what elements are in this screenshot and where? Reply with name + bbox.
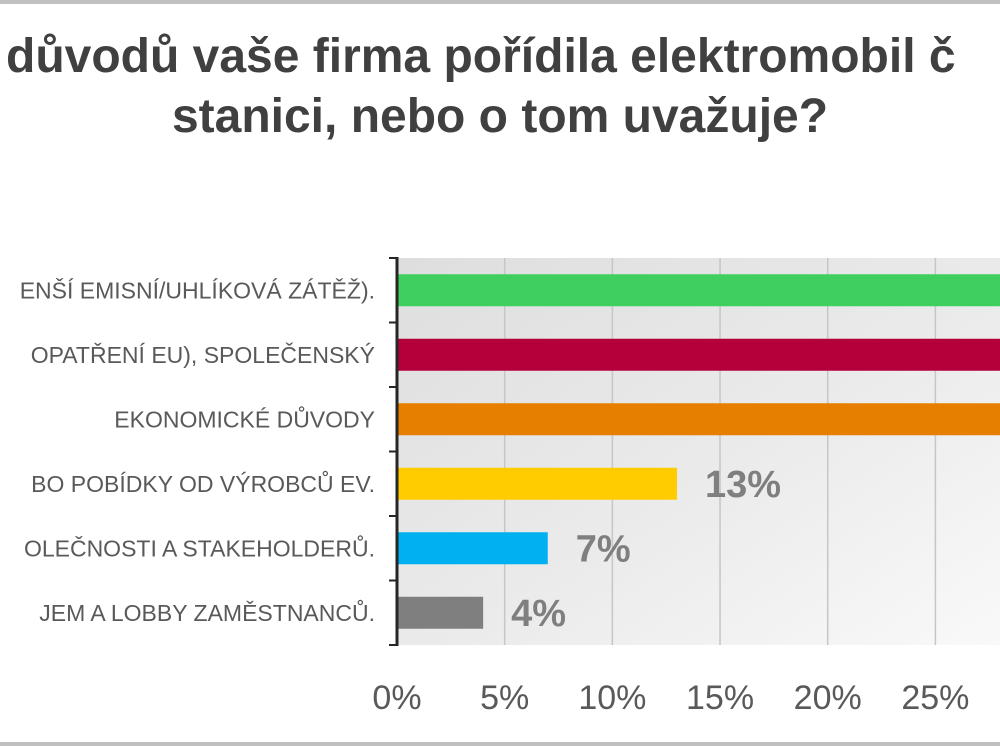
bar-4: [398, 467, 677, 500]
bar-5: [398, 532, 548, 565]
category-label: OLEČNOSTI A STAKEHOLDERŮ.: [24, 533, 375, 561]
data-label: 7%: [576, 528, 631, 570]
bar-2: [398, 338, 1000, 371]
x-axis-labels-group: 0% 5% 10% 15% 20% 25%: [372, 679, 969, 717]
x-tick-label: 5%: [480, 679, 529, 717]
chart-title-line-2: stanici, nebo o tom uvažuje?: [171, 90, 829, 143]
category-label: JEM A LOBBY ZAMĚSTNANCŮ.: [39, 598, 375, 626]
bars-group: [398, 274, 1000, 629]
gridlines-group: [503, 258, 937, 645]
chart-title-line-1: důvodů vaše firma pořídila elektromobil …: [6, 30, 956, 83]
x-tick-label: 15%: [686, 679, 754, 717]
data-label: 13%: [705, 464, 781, 506]
x-tick-label: 20%: [794, 679, 862, 717]
x-tick-label: 0%: [372, 679, 421, 717]
bar-1: [398, 274, 1000, 307]
plot-area-background: [397, 258, 1000, 645]
bar-3: [398, 403, 1000, 436]
y-axis-group: [389, 257, 399, 646]
category-label: OPATŘENÍ EU), SPOLEČENSKÝ: [31, 341, 375, 368]
x-tick-label: 25%: [901, 679, 969, 717]
category-label: EKONOMICKÉ DŮVODY: [114, 404, 375, 432]
category-label: BO POBÍDKY OD VÝROBCŮ EV.: [31, 469, 375, 497]
labels-group: ENŠÍ EMISNÍ/UHLÍKOVÁ ZÁTĚŽ). OPATŘENÍ EU)…: [20, 276, 781, 635]
category-label: ENŠÍ EMISNÍ/UHLÍKOVÁ ZÁTĚŽ).: [20, 276, 375, 303]
data-label: 4%: [511, 593, 566, 635]
x-tick-label: 10%: [578, 679, 646, 717]
bar-6: [398, 596, 484, 629]
